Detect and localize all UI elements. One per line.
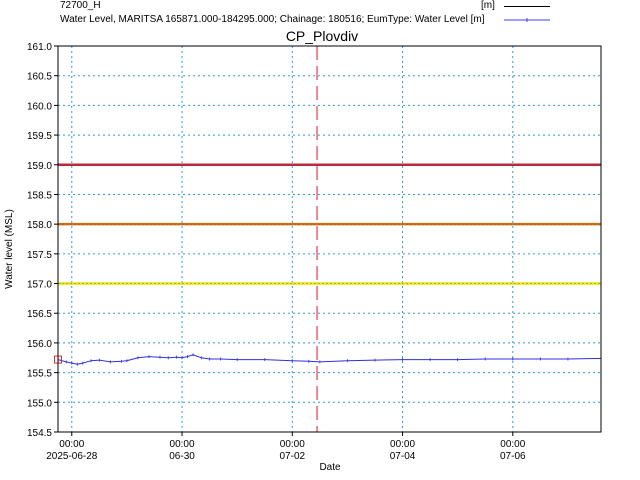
y-tick-label: 157.0	[27, 280, 52, 291]
y-tick-label: 157.5	[27, 250, 52, 261]
y-axis-ticks: 154.5 155.0 155.5 156.0 156.5 157.0 157.5 158.0…	[27, 42, 58, 439]
legend-item-2-swatch	[504, 18, 550, 22]
x-tick-date-label: 07-06	[500, 451, 526, 462]
x-tick-date-label: 2025-06-28	[46, 451, 98, 462]
y-tick-label: 156.0	[27, 339, 52, 350]
y-tick-label: 154.5	[27, 428, 52, 439]
grid	[58, 46, 601, 432]
y-tick-label: 159.0	[27, 161, 52, 172]
x-tick-date-label: 07-02	[280, 451, 306, 462]
y-tick-label: 160.0	[27, 101, 52, 112]
x-tick-time-label: 00:00	[390, 439, 415, 450]
legend-item-1-swatch	[504, 6, 550, 7]
plot-area	[57, 45, 602, 433]
start-marker	[54, 355, 62, 364]
chart-title: CP_Plovdiv	[286, 28, 358, 44]
x-tick-time-label: 00:00	[280, 439, 305, 450]
markers	[54, 355, 62, 364]
x-axis-ticks: 00:002025-06-2800:0006-3000:0007-0200:00…	[46, 432, 526, 462]
y-tick-label: 161.0	[27, 42, 52, 53]
water-level-line	[57, 354, 602, 365]
x-axis-label: Date	[319, 462, 341, 473]
y-tick-label: 160.5	[27, 72, 52, 83]
y-tick-label: 158.0	[27, 220, 52, 231]
y-tick-label: 158.5	[27, 190, 52, 201]
y-tick-label: 155.0	[27, 398, 52, 409]
x-tick-time-label: 00:00	[59, 439, 84, 450]
x-tick-date-label: 07-04	[390, 451, 416, 462]
legend-item-1-unit: [m]	[481, 0, 495, 11]
x-tick-time-label: 00:00	[500, 439, 525, 450]
legend-item-2-label: Water Level, MARITSA 165871.000-184295.0…	[60, 14, 485, 25]
x-tick-time-label: 00:00	[170, 439, 195, 450]
y-tick-label: 155.5	[27, 369, 52, 380]
x-tick-date-label: 06-30	[169, 451, 195, 462]
y-tick-label: 156.5	[27, 309, 52, 320]
series	[57, 353, 602, 366]
y-tick-label: 159.5	[27, 131, 52, 142]
legend-item-1-label: 72700_H	[60, 0, 101, 11]
threshold-lines	[58, 46, 601, 432]
y-axis-label: Water level (MSL)	[4, 209, 15, 289]
